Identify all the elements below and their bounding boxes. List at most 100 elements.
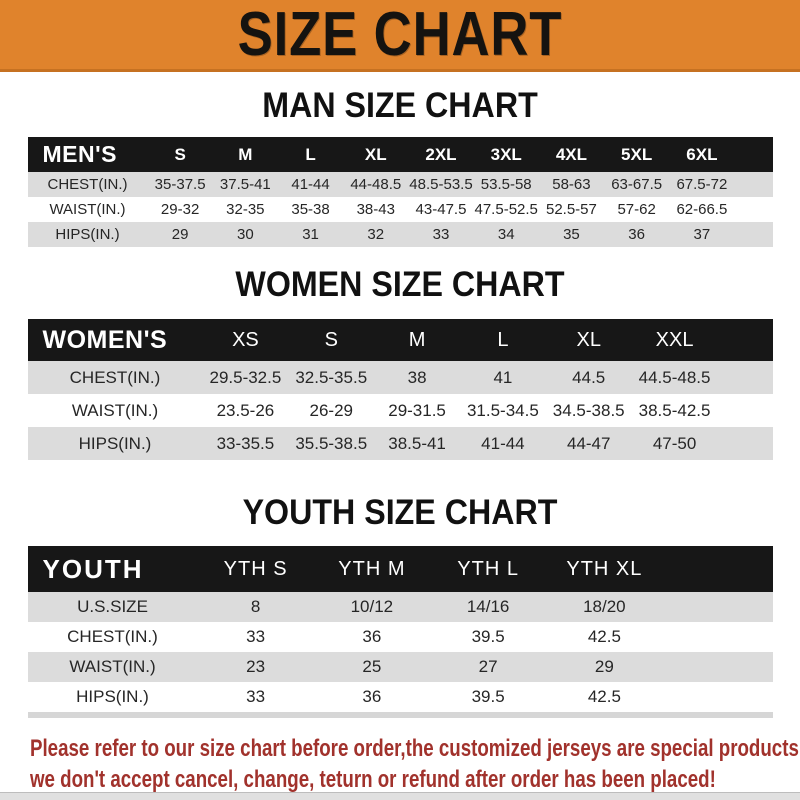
row-label: CHEST(IN.) (69, 367, 161, 387)
size-value: 8 (250, 597, 261, 616)
row-label: WAIST(IN.) (69, 657, 156, 676)
size-value: 36 (362, 687, 382, 706)
size-value: 35.5-38.5 (295, 433, 368, 453)
size-value: 27 (478, 657, 498, 676)
row-label: WAIST(IN.) (71, 400, 159, 420)
youth-column-header-yth-m: YTH M (313, 546, 430, 592)
size-value: 67.5-72 (676, 176, 728, 193)
size-value: 10/12 (350, 597, 394, 616)
filler-cell (735, 222, 773, 247)
footer-line-1: Please refer to our size chart before or… (30, 735, 800, 762)
row-label: CHEST(IN.) (47, 176, 128, 193)
size-value: 57-62 (617, 201, 656, 218)
row-label: HIPS(IN.) (55, 226, 120, 243)
men-header-row: MEN'S S M L XL 2XL 3XL 4XL 5XL 6XL (27, 137, 773, 172)
women-row-waistin: WAIST(IN.) 23.5-26 26-29 29-31.5 31.5-34.5 34… (28, 394, 773, 427)
size-value: 39.5 (471, 627, 505, 646)
size-value: 32-35 (226, 201, 265, 218)
size-value: 48.5-53.5 (409, 176, 473, 193)
men-column-header-s: S (147, 137, 213, 172)
filler-cell (734, 137, 773, 172)
women-column-header-xs: XS (202, 319, 289, 361)
size-value: 38.5-41 (388, 433, 446, 453)
size-value: 29-31.5 (388, 400, 446, 420)
youth-row-hipsin: HIPS(IN.) 33 36 39.5 42.5 (28, 682, 773, 712)
women-section-heading: WOMEN SIZE CHART (235, 265, 565, 304)
youth-row-waistin: WAIST(IN.) 23 25 27 29 (27, 652, 773, 682)
men-section-heading: MAN SIZE CHART (262, 86, 538, 125)
men-row-chestin: CHEST(IN.) 35-37.5 37.5-41 41-44 44-48.5 48.5… (27, 172, 773, 197)
size-value: 62-66.5 (676, 201, 728, 218)
size-value: 44-48.5 (350, 176, 402, 193)
size-value: 42.5 (587, 627, 621, 646)
row-label: HIPS(IN.) (78, 433, 152, 453)
row-label: CHEST(IN.) (67, 627, 158, 646)
youth-row-chestin: CHEST(IN.) 33 36 39.5 42.5 (28, 622, 773, 652)
youth-column-header-yth-xl: YTH XL (546, 546, 663, 592)
size-value: 58-63 (552, 176, 591, 193)
size-value: 44.5-48.5 (638, 367, 711, 387)
women-table-head: WOMEN'S XS S M L XL XXL (27, 319, 773, 361)
men-row-hipsin: HIPS(IN.) 29 30 31 32 33 34 35 36 37 (27, 222, 773, 247)
filler-cell (735, 172, 773, 197)
men-column-header-6xl: 6XL (669, 137, 735, 172)
size-value: 23 (246, 657, 266, 676)
size-value: 41 (493, 367, 513, 387)
size-value: 29-32 (160, 201, 200, 218)
size-value: 33 (246, 627, 266, 646)
size-value: 14/16 (466, 597, 510, 616)
filler-cell (718, 427, 773, 460)
men-column-header-2xl: 2XL (408, 137, 474, 172)
filler-cell (662, 546, 773, 592)
filler-cell (735, 197, 773, 222)
filler-cell (663, 682, 773, 712)
size-value: 35-38 (291, 201, 330, 218)
men-size-table: MEN'S S M L XL 2XL 3XL 4XL 5XL 6XL CHEST(IN.) 35-37… (27, 137, 773, 247)
men-size-chart-section: MAN SIZE CHART MEN'S S M L XL 2XL 3XL 4XL 5XL 6XL… (0, 86, 800, 247)
size-value: 38 (407, 367, 427, 387)
filler-cell (663, 622, 773, 652)
men-table-head: MEN'S S M L XL 2XL 3XL 4XL 5XL 6XL (27, 137, 773, 172)
size-value: 35-37.5 (154, 176, 206, 193)
row-label: U.S.SIZE (77, 597, 148, 616)
men-column-header-m: M (212, 137, 278, 172)
youth-size-table: YOUTH YTH S YTH M YTH L YTH XL U.S.SIZE 8 10/12… (27, 546, 773, 712)
women-size-chart-section: WOMEN SIZE CHART WOMEN'S XS S M L XL XXL CHEST(… (0, 265, 800, 460)
men-row-waistin: WAIST(IN.) 29-32 32-35 35-38 38-43 43-47.5 47.… (28, 197, 773, 222)
footer-line-2: we don't accept cancel, change, teturn o… (30, 766, 716, 793)
size-value: 41-44 (291, 176, 330, 193)
men-column-header-3xl: 3XL (473, 137, 539, 172)
size-value: 63-67.5 (611, 176, 663, 193)
size-value: 34 (497, 226, 515, 243)
youth-table-head: YOUTH YTH S YTH M YTH L YTH XL (27, 546, 773, 592)
size-value: 38.5-42.5 (638, 400, 711, 420)
filler-cell (663, 652, 773, 682)
men-column-header-l: L (277, 137, 344, 172)
size-value: 37 (693, 226, 711, 243)
size-value: 38-43 (356, 201, 395, 218)
women-header-row: WOMEN'S XS S M L XL XXL (27, 319, 773, 361)
size-value: 29 (171, 226, 189, 243)
size-value: 39.5 (471, 687, 505, 706)
size-value: 25 (362, 657, 382, 676)
size-chart-banner: SIZE CHART (0, 0, 800, 72)
men-table-body: CHEST(IN.) 35-37.5 37.5-41 41-44 44-48.5 48.5… (27, 172, 773, 247)
men-column-header-5xl: 5XL (604, 137, 670, 172)
row-label: HIPS(IN.) (76, 687, 149, 706)
youth-row-ussize: U.S.SIZE 8 10/12 14/16 18/20 (27, 592, 773, 622)
size-value: 43-47.5 (415, 201, 467, 218)
women-size-table: WOMEN'S XS S M L XL XXL CHEST(IN.) 29.5-32.5 32.5… (27, 319, 773, 460)
size-value: 29 (594, 657, 614, 676)
size-value: 35 (563, 226, 580, 243)
women-column-header-xxl: XXL (631, 319, 718, 361)
youth-column-header-yth-s: YTH S (197, 546, 314, 592)
size-value: 33-35.5 (216, 433, 275, 453)
size-value: 33 (246, 687, 266, 706)
youth-table-bottom-strip (27, 712, 773, 718)
women-group-label: WOMEN'S (27, 319, 203, 361)
youth-size-chart-section: YOUTH SIZE CHART YOUTH YTH S YTH M YTH L YTH… (0, 495, 800, 718)
size-value: 18/20 (583, 597, 626, 616)
size-value: 42.5 (587, 687, 621, 706)
size-value: 30 (236, 226, 254, 243)
